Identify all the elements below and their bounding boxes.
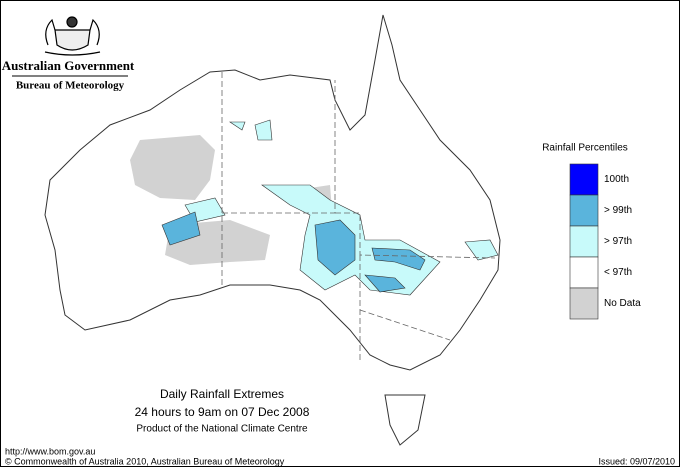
footer-copyright: © Commonwealth of Australia 2010, Austra… bbox=[5, 456, 285, 466]
legend-label: No Data bbox=[604, 298, 641, 309]
legend-label: < 97th bbox=[604, 267, 632, 278]
crest bbox=[44, 16, 101, 56]
tasmania bbox=[384, 394, 426, 446]
caption-credit: Product of the National Climate Centre bbox=[136, 424, 308, 435]
bureau: Bureau of Meteorology bbox=[16, 80, 125, 92]
footer-issued: Issued: 09/07/2010 bbox=[598, 456, 675, 466]
footer-url: http://www.bom.gov.au bbox=[5, 446, 95, 456]
legend-swatch bbox=[569, 163, 599, 196]
rainfall-areas bbox=[161, 119, 499, 296]
legend-title: Rainfall Percentiles bbox=[542, 143, 628, 154]
legend-swatch bbox=[569, 194, 599, 227]
state-borders bbox=[221, 72, 496, 360]
legend-label: > 99th bbox=[604, 205, 632, 216]
legend-swatch bbox=[569, 287, 599, 320]
caption-subtitle: 24 hours to 9am on 07 Dec 2008 bbox=[135, 405, 310, 419]
legend-label: > 97th bbox=[604, 236, 632, 247]
legend-swatch bbox=[569, 256, 599, 289]
legend-swatch bbox=[569, 225, 599, 258]
caption-title: Daily Rainfall Extremes bbox=[160, 387, 284, 401]
legend: 100th > 99th > 97th < 97th No Data bbox=[569, 163, 641, 320]
agency: Australian Government bbox=[2, 58, 135, 73]
legend-label: 100th bbox=[604, 174, 629, 185]
map bbox=[44, 14, 501, 446]
